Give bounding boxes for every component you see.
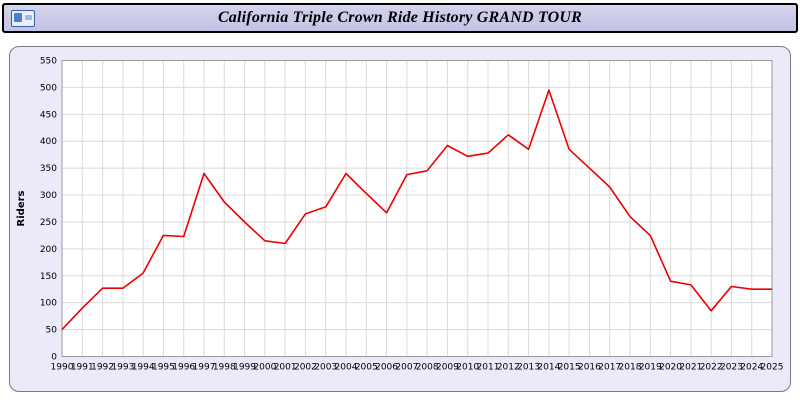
svg-text:350: 350 [40, 164, 57, 174]
riders-series-line [61, 89, 772, 331]
svg-text:2017: 2017 [598, 363, 621, 373]
svg-text:1995: 1995 [152, 363, 175, 373]
svg-text:1997: 1997 [193, 363, 216, 373]
y-axis-labels: 0 50 100 150 200 250 300 350 400 450 500 550 [40, 57, 57, 363]
page-title: California Triple Crown Ride History GRA… [217, 9, 583, 26]
svg-text:550: 550 [40, 57, 57, 67]
svg-text:2009: 2009 [436, 363, 459, 373]
svg-text:2020: 2020 [659, 363, 682, 373]
svg-text:500: 500 [40, 83, 57, 93]
svg-text:1991: 1991 [71, 363, 94, 373]
svg-text:400: 400 [40, 137, 57, 147]
svg-text:2005: 2005 [355, 363, 378, 373]
photo-icon[interactable] [11, 10, 35, 27]
x-axis-labels: 1990199119921993199419951996199719981999… [51, 363, 784, 373]
svg-text:2016: 2016 [578, 363, 601, 373]
ride-history-line-chart: 0501001502002503003504004505005501990199… [16, 57, 784, 373]
svg-text:300: 300 [40, 191, 57, 201]
svg-text:2021: 2021 [679, 363, 702, 373]
svg-text:2025: 2025 [761, 363, 784, 373]
svg-text:2015: 2015 [558, 363, 581, 373]
svg-text:150: 150 [40, 272, 57, 282]
svg-text:2010: 2010 [456, 363, 479, 373]
plot-area [62, 60, 772, 357]
svg-text:2004: 2004 [335, 363, 358, 373]
svg-text:1992: 1992 [91, 363, 114, 373]
svg-text:2002: 2002 [294, 363, 317, 373]
svg-text:2008: 2008 [416, 363, 439, 373]
svg-text:1998: 1998 [213, 363, 236, 373]
svg-text:1990: 1990 [51, 363, 74, 373]
svg-text:1994: 1994 [132, 363, 155, 373]
svg-text:0: 0 [51, 353, 57, 363]
title-bar: California Triple Crown Ride History GRA… [2, 3, 798, 33]
svg-text:100: 100 [40, 299, 57, 309]
svg-text:2012: 2012 [497, 363, 520, 373]
plot-border [61, 60, 773, 357]
svg-text:1996: 1996 [172, 363, 195, 373]
svg-text:1993: 1993 [111, 363, 134, 373]
chart-card: 0 50 100 150 200 250 300 350 400 450 500 550 1990 199… [9, 46, 791, 392]
svg-text:2014: 2014 [537, 363, 560, 373]
svg-text:450: 450 [40, 110, 57, 120]
svg-text:2011: 2011 [477, 363, 500, 373]
svg-text:2018: 2018 [619, 363, 642, 373]
svg-text:2001: 2001 [274, 363, 297, 373]
svg-text:2022: 2022 [700, 363, 723, 373]
svg-text:2006: 2006 [375, 363, 398, 373]
svg-text:2023: 2023 [720, 363, 743, 373]
svg-text:2007: 2007 [395, 363, 418, 373]
svg-text:200: 200 [40, 245, 57, 255]
svg-text:2000: 2000 [253, 363, 276, 373]
svg-text:1999: 1999 [233, 363, 256, 373]
svg-text:50: 50 [46, 326, 58, 336]
svg-text:2024: 2024 [740, 363, 763, 373]
svg-text:2013: 2013 [517, 363, 540, 373]
svg-text:2019: 2019 [639, 363, 662, 373]
y-axis-title: Riders [16, 190, 27, 226]
svg-text:250: 250 [40, 218, 57, 228]
svg-text:2003: 2003 [314, 363, 337, 373]
